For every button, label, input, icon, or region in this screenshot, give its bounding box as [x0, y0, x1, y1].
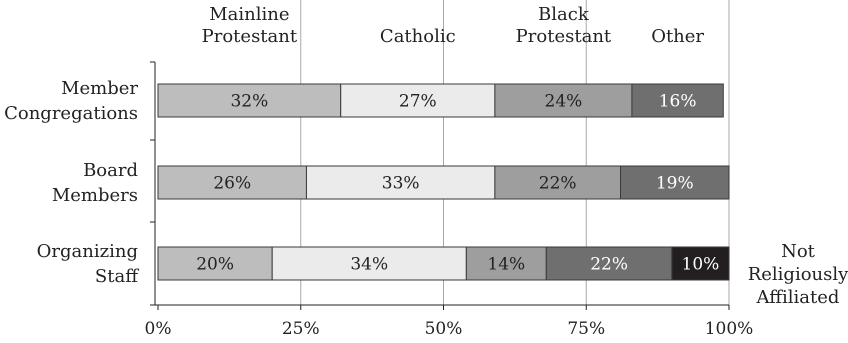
x-tick-label: 25%: [282, 319, 320, 339]
bar-segment: [545, 246, 673, 281]
annotation-line: Affiliated: [756, 287, 840, 308]
data-label: 32%: [230, 92, 268, 112]
data-label: 33%: [382, 174, 420, 194]
legend-entry: Other: [651, 26, 704, 47]
data-label: 22%: [590, 255, 628, 275]
data-label: 16%: [659, 92, 697, 112]
legend-entry-line: Catholic: [380, 26, 456, 47]
legend-entry-line: Protestant: [202, 26, 298, 47]
bar-segment: [157, 246, 273, 281]
legend-entry: Black Protestant: [516, 4, 612, 47]
category-label: Board Members: [52, 160, 138, 206]
bar-segment: [631, 83, 724, 118]
legend-entry-line: Mainline: [209, 4, 289, 25]
x-tick-label: 75%: [567, 319, 605, 339]
x-tick-label: 100%: [705, 319, 754, 339]
bar-segment: [494, 83, 633, 118]
legend-entry-line: Black: [538, 4, 590, 25]
annotation-line: Religiously: [748, 264, 848, 285]
data-label: 22%: [539, 174, 577, 194]
legend-entry-line: Protestant: [516, 26, 612, 47]
bar-segment: [620, 165, 730, 200]
data-label: 27%: [399, 92, 437, 112]
bar-segment: [305, 165, 496, 200]
category-label-line: Member: [61, 78, 138, 99]
legend-entry: Catholic: [380, 26, 456, 47]
bar-segment: [671, 246, 730, 281]
data-label: 26%: [213, 174, 251, 194]
data-label: 14%: [487, 255, 525, 275]
bar-layer: 32% 27% 24% 16% 26% 33% 22% 19% 20% 34% 14% 22% 10%: [157, 83, 730, 281]
axis-layer: 0% 25% 50% 75% 100% Member Congregations Board M…: [4, 61, 754, 339]
data-label: 10%: [682, 255, 720, 275]
legend-entry-line: Other: [651, 26, 704, 47]
bar-segment: [340, 83, 496, 118]
annotation-not-religiously-affiliated: Not Religiously Affiliated: [748, 241, 848, 308]
data-label: 24%: [545, 92, 583, 112]
bar-segment: [271, 246, 467, 281]
category-label-line: Board: [83, 160, 138, 181]
annotation-line: Not: [781, 241, 816, 262]
x-tick-label: 0%: [145, 319, 172, 339]
bar-segment: [465, 246, 547, 281]
category-label-line: Congregations: [4, 103, 138, 124]
annotation-layer: Not Religiously Affiliated: [748, 241, 848, 308]
legend-entry: Mainline Protestant: [202, 4, 298, 47]
x-tick-label: 50%: [425, 319, 463, 339]
category-label: Organizing Staff: [37, 241, 140, 287]
data-label: 34%: [350, 255, 388, 275]
data-label: 19%: [656, 174, 694, 194]
category-label-line: Members: [52, 185, 138, 206]
category-label-line: Organizing: [37, 241, 138, 262]
category-label-line: Staff: [95, 266, 139, 287]
bar-segment: [157, 83, 342, 118]
data-label: 20%: [196, 255, 234, 275]
category-label: Member Congregations: [4, 78, 138, 124]
bar-segment: [157, 165, 307, 200]
